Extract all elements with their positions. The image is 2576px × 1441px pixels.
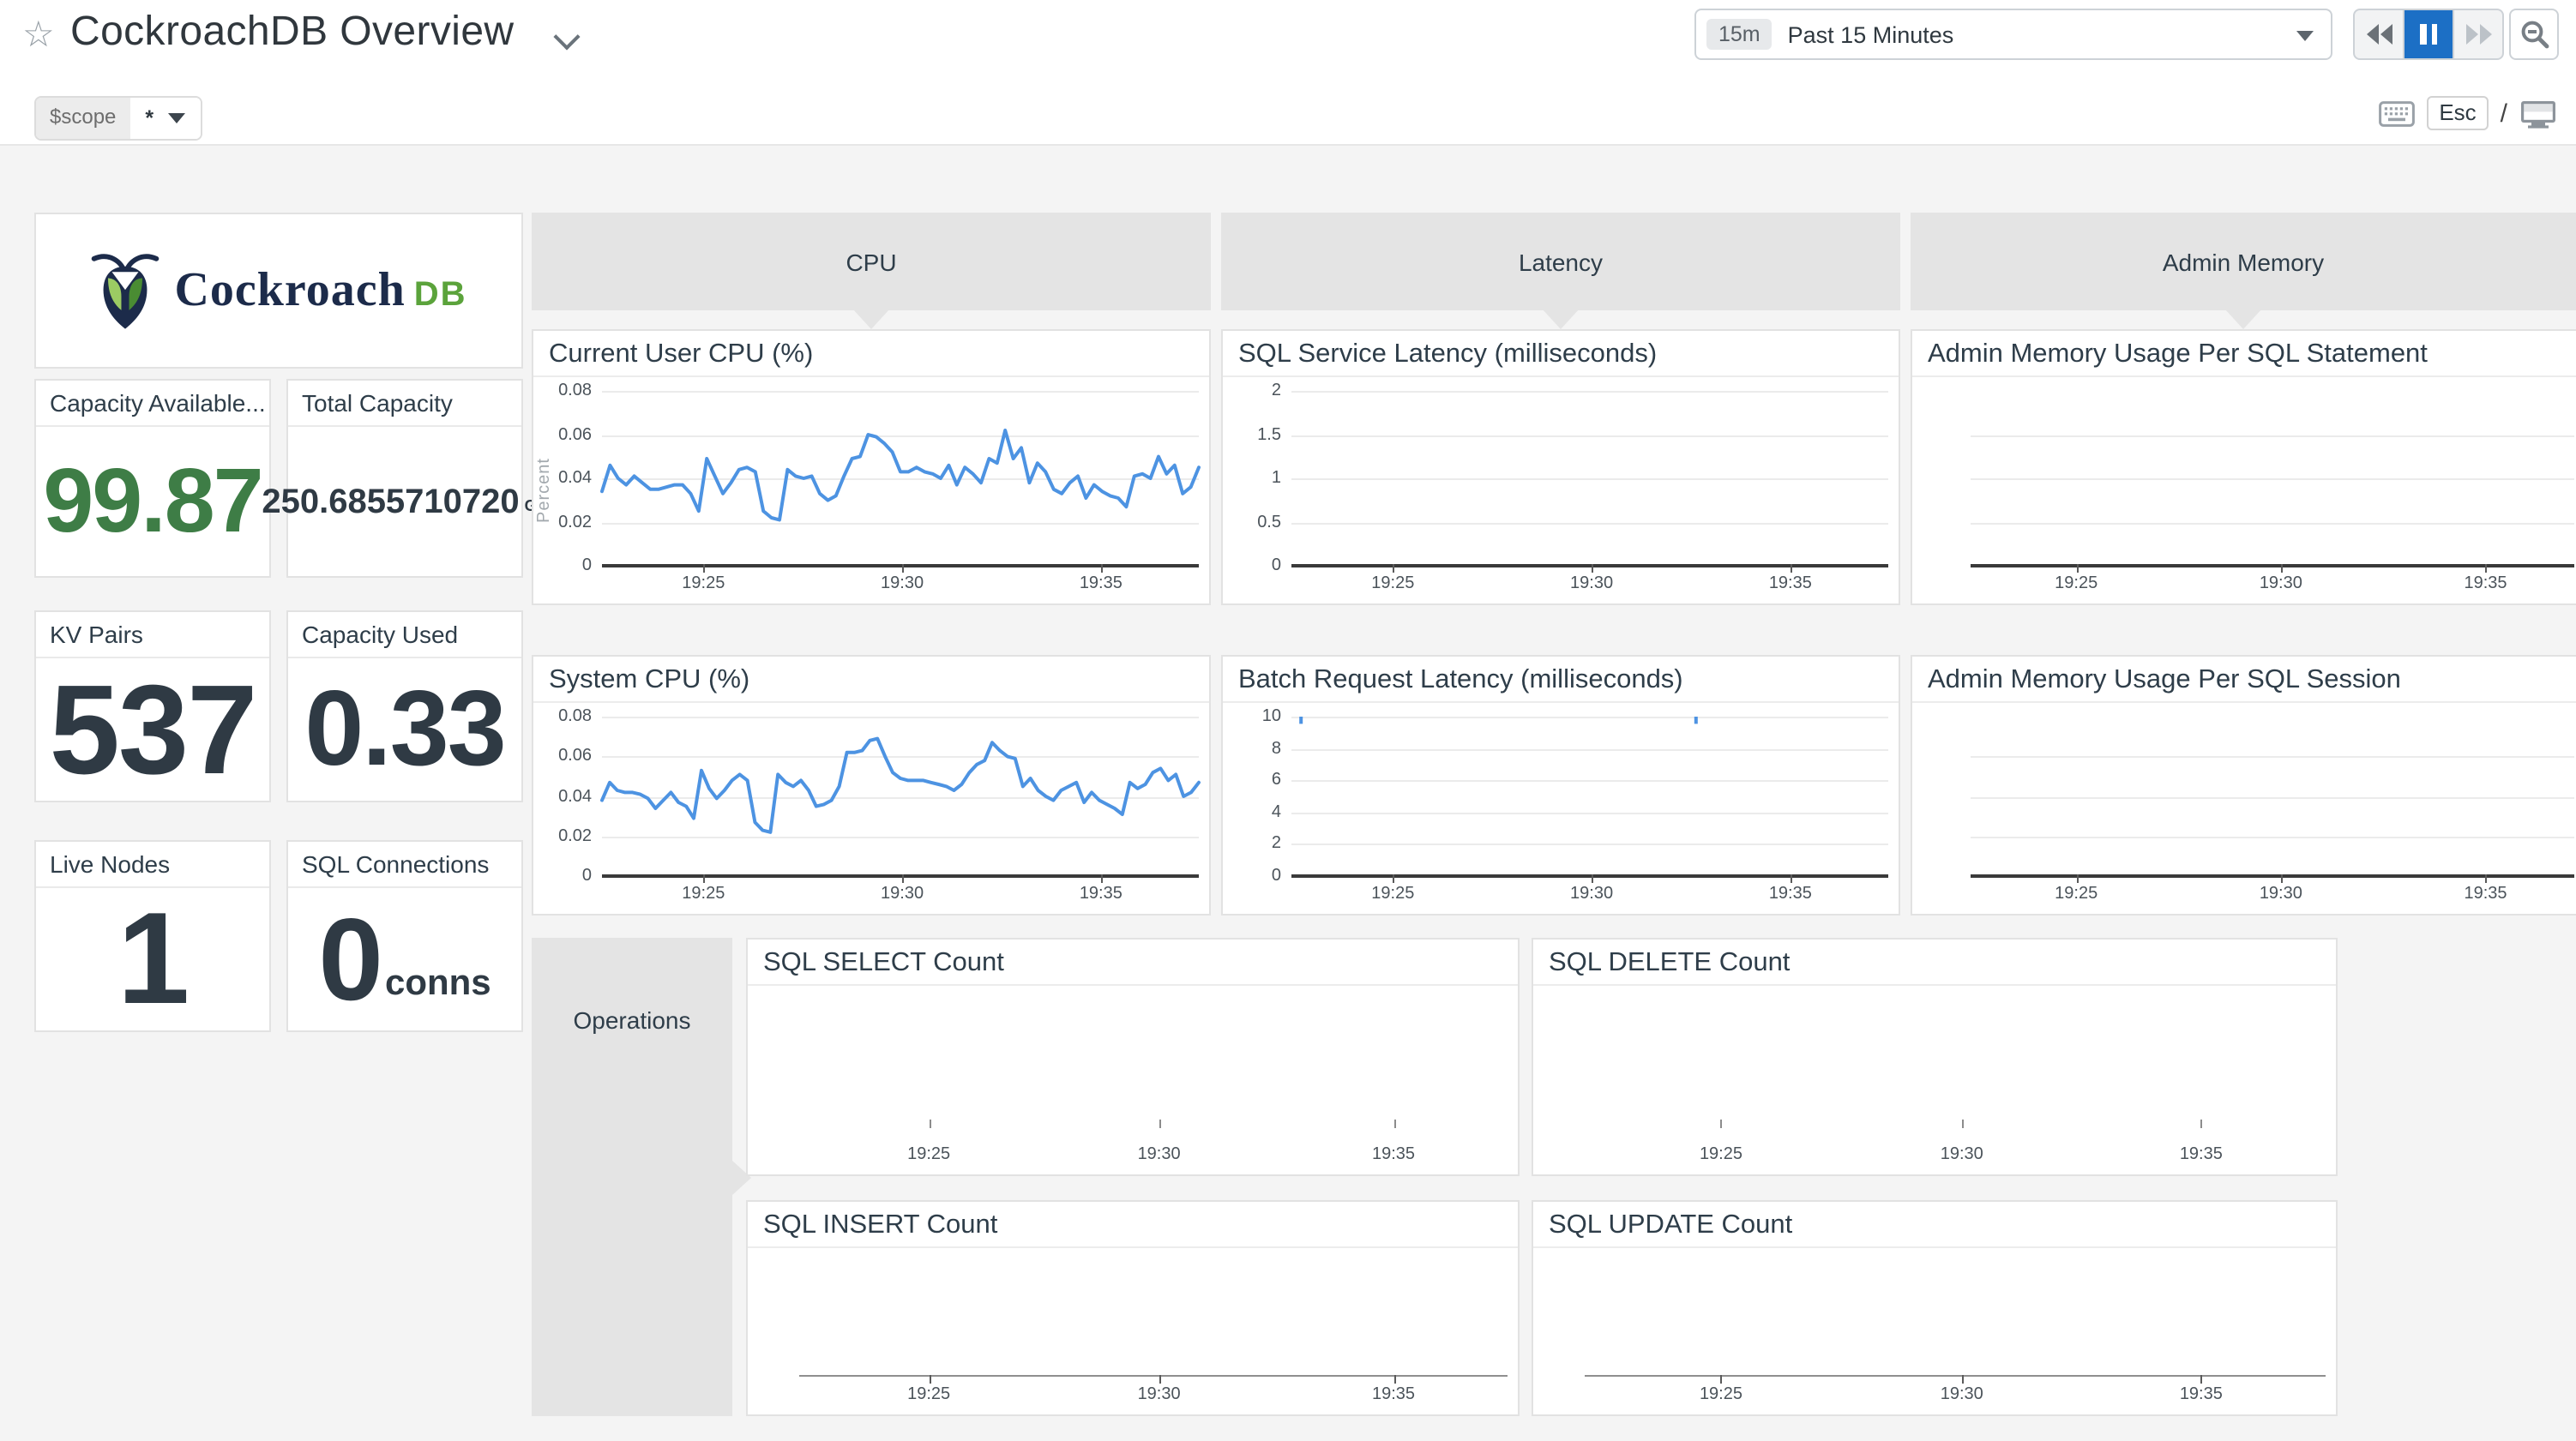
logo-name: Cockroach [174,263,406,316]
scope-filter-value-text: * [145,106,154,130]
chart-title: SQL SELECT Count [748,940,1518,986]
scope-filter[interactable]: $scope * [34,96,202,141]
stat-value: 537 [49,657,258,800]
stat-title: SQL Connections [288,842,521,888]
group-header-operations: Operations [532,938,751,1416]
rewind-icon [2366,24,2392,45]
stat-unit: conns [384,963,491,1002]
chart-sql-delete-count[interactable]: SQL DELETE Count 19:25 19:30 19:35 [1532,938,2338,1176]
fast-forward-icon [2465,24,2491,45]
group-header-cpu: CPU [532,213,1211,329]
chart-sql-service-latency[interactable]: SQL Service Latency (milliseconds) 0 0.5 1… [1221,329,1900,605]
chevron-down-icon[interactable] [553,23,581,51]
chart-admin-memory-per-sql-statement[interactable]: Admin Memory Usage Per SQL Statement 19:… [1911,329,2576,605]
playback-controls [2353,9,2504,60]
stat-title: Capacity Used [288,612,521,658]
esc-key-hint: Esc [2427,96,2489,130]
group-notch [2224,309,2262,329]
pause-button[interactable] [2403,10,2453,58]
stat-title: KV Pairs [36,612,269,658]
top-bar: ☆ CockroachDB Overview 15m Past 15 Minut… [0,0,2576,146]
group-notch [852,309,890,329]
time-range-select[interactable]: 15m Past 15 Minutes [1694,9,2332,60]
caret-down-icon [167,113,185,123]
rewind-button[interactable] [2355,10,2403,58]
chart-plot[interactable]: 19:25 19:30 19:35 [1585,1000,2326,1164]
scope-filter-value: * [129,98,201,139]
fast-forward-button[interactable] [2453,10,2502,58]
chart-sql-select-count[interactable]: SQL SELECT Count 19:25 19:30 19:35 [746,938,1520,1176]
chart-plot[interactable]: 0 0.02 0.04 0.06 0.08 19:25 19:30 19:35 [558,707,1201,904]
stat-card-kv-pairs[interactable]: KV Pairs 537 [34,610,271,802]
chart-admin-memory-per-sql-session[interactable]: Admin Memory Usage Per SQL Session 19:25… [1911,655,2576,916]
group-label: CPU [846,248,897,275]
cockroach-bug-icon [91,253,159,328]
chart-title: Batch Request Latency (milliseconds) [1223,657,1899,703]
chart-system-cpu[interactable]: System CPU (%) 0 0.02 0.04 0.06 0.08 19:25 19:… [532,655,1211,916]
chart-title: SQL INSERT Count [748,1202,1518,1248]
chart-current-user-cpu[interactable]: Current User CPU (%) 0 0.02 0.04 0.06 0.08 19… [532,329,1211,605]
chart-plot[interactable]: 19:25 19:30 19:35 [799,1000,1508,1164]
group-label: Latency [1518,248,1604,275]
logo-suffix: DB [413,275,467,313]
zoom-out-button[interactable] [2509,9,2559,60]
chart-title: Admin Memory Usage Per SQL Session [1912,657,2576,703]
stat-title: Live Nodes [36,842,269,888]
time-range-badge: 15m [1706,19,1773,50]
scope-filter-key: $scope [36,98,130,139]
stat-card-sql-connections[interactable]: SQL Connections 0 conns [286,840,523,1032]
tv-screen-icon[interactable] [2519,99,2557,128]
stat-card-capacity-used[interactable]: Capacity Used 0.33 [286,610,523,802]
caret-down-icon [2296,31,2314,41]
keyboard-icon[interactable] [2379,100,2416,126]
slash-separator: / [2500,99,2507,128]
chart-plot[interactable]: 19:25 19:30 19:35 [799,1262,1508,1404]
stat-value: 99.87 [43,451,263,552]
stat-title: Total Capacity [288,381,521,427]
cockroachdb-wordmark: Cockroach DB [174,263,466,318]
time-range-label: Past 15 Minutes [1787,21,1954,47]
chart-title: SQL DELETE Count [1533,940,2336,986]
chart-plot[interactable]: 19:25 19:30 19:35 [1971,717,2574,904]
star-icon[interactable]: ☆ [22,15,55,55]
group-label: Operations [573,1006,691,1034]
page-title: CockroachDB Overview [70,9,515,55]
chart-plot[interactable]: 0 2 4 6 8 10 19:25 19:30 19:35 [1262,707,1888,904]
chart-title: SQL UPDATE Count [1533,1202,2336,1248]
stat-card-total-capacity[interactable]: Total Capacity 250.6855710720GB [262,379,548,578]
stat-card-live-nodes[interactable]: Live Nodes 1 [34,840,271,1032]
stat-value: 0.33 [304,669,506,788]
chart-sql-update-count[interactable]: SQL UPDATE Count 19:25 19:30 19:35 [1532,1200,2338,1416]
chart-title: Admin Memory Usage Per SQL Statement [1912,331,2576,377]
chart-title: Current User CPU (%) [533,331,1209,377]
cockroachdb-logo-widget[interactable]: Cockroach DB [34,213,523,369]
group-label: Admin Memory [2162,248,2325,275]
stat-value: 0 [318,894,383,1024]
chart-plot[interactable]: 0 0.5 1 1.5 2 19:25 19:30 19:35 [1257,381,1888,593]
stat-card-capacity-available[interactable]: Capacity Available... 99.87 [34,379,271,578]
stat-value: 1 [117,886,190,1031]
group-header-admin-memory: Admin Memory [1911,213,2576,329]
group-header-latency: Latency [1221,213,1900,329]
zoom-out-icon [2520,21,2549,49]
pause-icon [2420,24,2437,45]
chart-plot[interactable]: 19:25 19:30 19:35 [1585,1262,2326,1404]
stat-value: 250.6855710720 [262,483,520,520]
chart-plot[interactable]: 0 0.02 0.04 0.06 0.08 19:25 19:30 19:35 [558,381,1201,593]
chart-title: SQL Service Latency (milliseconds) [1223,331,1899,377]
group-notch [1542,309,1580,329]
chart-title: System CPU (%) [533,657,1209,703]
chart-plot[interactable]: 19:25 19:30 19:35 [1971,391,2574,593]
stat-title: Capacity Available... [36,381,269,427]
shortcut-hints: Esc / [2379,96,2557,130]
chart-sql-insert-count[interactable]: SQL INSERT Count 19:25 19:30 19:35 [746,1200,1520,1416]
